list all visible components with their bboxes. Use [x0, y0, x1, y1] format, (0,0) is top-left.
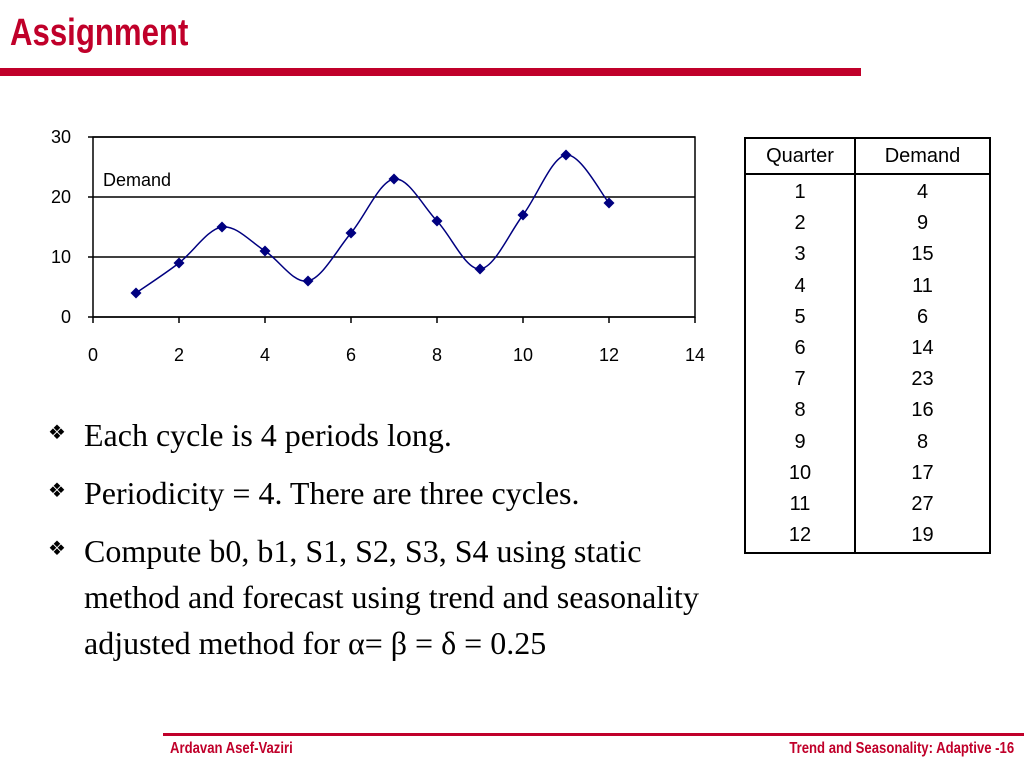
y-tick-label: 10 [51, 247, 71, 267]
data-point [130, 287, 142, 299]
data-point [560, 149, 572, 161]
table-cell-quarter: 1 [794, 181, 806, 203]
demand-chart: 0 10 20 30 0 2 4 6 8 10 12 14 Demand [0, 110, 740, 390]
x-tick-label: 8 [432, 345, 442, 365]
table-cell-demand: 11 [912, 274, 933, 297]
bullet-text: Compute b0, b1, S1, S2, S3, S4 using sta… [84, 533, 699, 661]
x-tick-label: 0 [88, 345, 98, 365]
table-row: 6 14 [746, 333, 989, 364]
table-cell-quarter: 11 [789, 492, 811, 515]
table-cell-quarter: 6 [794, 336, 806, 359]
list-item: ❖ Periodicity = 4. There are three cycle… [40, 470, 720, 516]
table-cell-quarter: 10 [788, 461, 812, 484]
data-point [302, 275, 314, 287]
table-row: 8 16 [746, 395, 989, 426]
data-point [216, 221, 228, 233]
x-tick-label: 4 [260, 345, 270, 365]
bullet-text: Periodicity = 4. There are three cycles. [84, 475, 580, 511]
table-cell-demand: 4 [916, 181, 929, 203]
table-cell-quarter: 9 [794, 430, 806, 453]
table-row: 7 23 [746, 364, 989, 395]
diamond-bullet-icon: ❖ [48, 536, 66, 560]
table-row: 3 15 [746, 239, 989, 270]
list-item: ❖ Compute b0, b1, S1, S2, S3, S4 using s… [40, 528, 720, 666]
bullet-text: Each cycle is 4 periods long. [84, 417, 452, 453]
table-cell-quarter: 3 [794, 243, 806, 266]
table-cell-demand: 23 [911, 368, 934, 391]
table-header-quarter: Quarter [766, 145, 834, 167]
table-row: 10 17 [746, 458, 989, 489]
table-row: 11 27 [746, 489, 989, 520]
data-point [345, 227, 357, 239]
table-cell-demand: 6 [916, 305, 929, 328]
data-point [173, 257, 185, 269]
table-cell-quarter: 12 [788, 524, 812, 547]
x-tick-label: 10 [513, 345, 533, 365]
table-row: 12 19 [746, 520, 989, 551]
table-cell-demand: 19 [911, 524, 934, 547]
data-point [259, 245, 271, 257]
plot-area [92, 136, 696, 318]
table-cell-demand: 9 [916, 212, 929, 235]
x-tick-label: 6 [346, 345, 356, 365]
y-tick-label: 20 [51, 187, 71, 207]
table-row: 4 11 [746, 271, 989, 302]
table-cell-demand: 15 [911, 243, 934, 266]
table-cell-quarter: 8 [794, 399, 806, 422]
diamond-bullet-icon: ❖ [48, 420, 66, 444]
table-cell-quarter: 2 [794, 212, 806, 235]
footer-divider [163, 733, 1024, 736]
x-tick-label: 2 [174, 345, 184, 365]
legend-label: Demand [103, 170, 171, 190]
footer-page-label: Trend and Seasonality: Adaptive -16 [789, 740, 1014, 757]
table-header: Quarter Demand [746, 139, 989, 175]
table-column-divider [854, 139, 856, 552]
list-item: ❖ Each cycle is 4 periods long. [40, 412, 720, 458]
data-point [517, 209, 529, 221]
title-divider [0, 68, 861, 76]
data-point [431, 215, 443, 227]
table-cell-demand: 17 [911, 461, 934, 484]
table-header-demand: Demand [884, 145, 961, 167]
table-cell-demand: 27 [911, 492, 934, 515]
data-point [474, 263, 486, 275]
slide-title: Assignment [10, 12, 189, 54]
data-point [603, 197, 615, 209]
diamond-bullet-icon: ❖ [48, 478, 66, 502]
table-cell-demand: 16 [911, 399, 934, 422]
x-tick-label: 12 [599, 345, 619, 365]
x-tick-label: 14 [685, 345, 705, 365]
bullet-list: ❖ Each cycle is 4 periods long. ❖ Period… [40, 412, 720, 678]
y-tick-label: 0 [61, 307, 71, 327]
table-cell-demand: 14 [911, 336, 934, 359]
footer-author: Ardavan Asef-Vaziri [170, 740, 293, 757]
table-cell-quarter: 7 [794, 368, 806, 391]
demand-series-line [135, 154, 610, 294]
chart-svg: 0 10 20 30 0 2 4 6 8 10 12 14 Demand [51, 127, 705, 365]
table-cell-demand: 8 [916, 430, 929, 453]
data-point [388, 173, 400, 185]
y-tick-label: 30 [51, 127, 71, 147]
table-cell-quarter: 5 [794, 305, 806, 328]
table-cell-quarter: 4 [794, 274, 806, 297]
